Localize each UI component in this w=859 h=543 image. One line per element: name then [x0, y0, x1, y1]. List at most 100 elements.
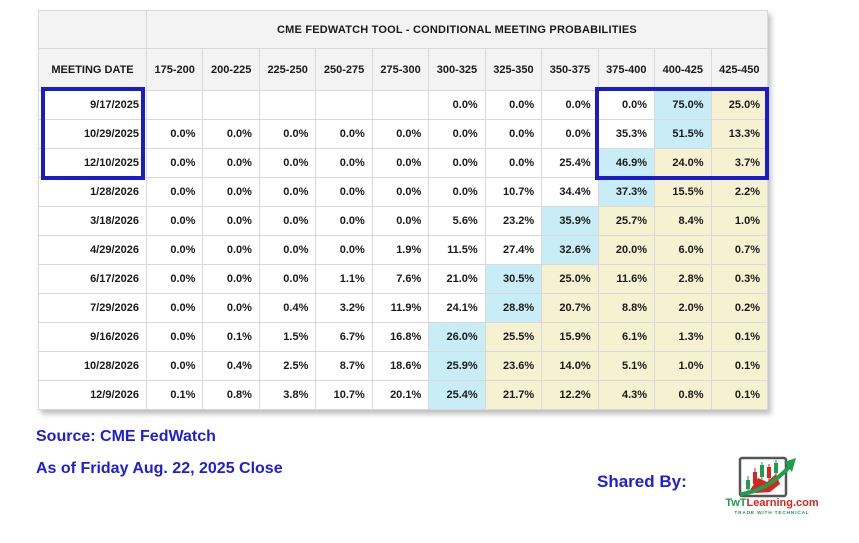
probability-cell: 4.3% — [597, 380, 656, 410]
table-row: 9/16/2026 0.0% 0.1% 1.5% 6.7% 16.8% 26.0% 25.5%… — [38, 322, 769, 352]
probability-cell: 0.0% — [258, 148, 317, 178]
probability-cell: 21.0% — [428, 264, 486, 294]
probability-cell: 0.7% — [710, 235, 769, 265]
probability-cell: 30.5% — [484, 264, 543, 294]
meeting-date-cell: 12/10/2025 — [38, 148, 147, 178]
probability-cell: 0.0% — [202, 206, 260, 236]
probability-cell: 23.6% — [484, 351, 543, 381]
as-of-date-text: As of Friday Aug. 22, 2025 Close — [36, 460, 283, 477]
probability-cell: 14.0% — [541, 351, 599, 381]
probability-cell: 25.0% — [710, 90, 769, 120]
probability-cell: 0.0% — [145, 322, 204, 352]
probability-cell: 0.0% — [371, 119, 430, 149]
probability-cell: 25.5% — [484, 322, 543, 352]
probability-cell — [145, 90, 204, 120]
rate-range-header: 175-200 — [145, 48, 204, 91]
probability-cell: 0.0% — [428, 148, 486, 178]
candlestick-chart-icon — [738, 456, 796, 498]
probability-cell: 20.0% — [597, 235, 656, 265]
probability-cell: 0.0% — [428, 119, 486, 149]
logo-tagline: TRADE WITH TECHNICAL — [734, 510, 810, 516]
probability-cell: 0.1% — [710, 380, 769, 410]
probability-cell: 24.0% — [654, 148, 712, 178]
probability-cell: 0.0% — [541, 119, 599, 149]
table-row: 12/9/2026 0.1% 0.8% 3.8% 10.7% 20.1% 25.4% 21.7… — [38, 380, 769, 410]
rate-range-header: 250-275 — [315, 48, 373, 91]
meeting-date-cell: 3/18/2026 — [38, 206, 147, 236]
probability-cell: 46.9% — [597, 148, 656, 178]
probability-cell: 0.0% — [484, 148, 543, 178]
meeting-date-cell: 10/29/2025 — [38, 119, 147, 149]
probability-cell: 0.0% — [145, 293, 204, 323]
probability-cell: 0.4% — [258, 293, 317, 323]
table-row: 9/17/2025 0.0% 0.0% 0.0% 0.0% 75.0% 25.0% — [38, 90, 769, 120]
twtlearning-logo: TwTLearning.com TRADE WITH TECHNICAL — [712, 450, 832, 530]
probability-cell: 26.0% — [428, 322, 486, 352]
banner-spacer-cell — [38, 10, 147, 49]
probability-cell: 0.3% — [710, 264, 769, 294]
conditional-probabilities-table: CME FEDWATCH TOOL - CONDITIONAL MEETING … — [38, 10, 769, 410]
rate-range-header: 375-400 — [597, 48, 656, 91]
table-row: 10/29/2025 0.0% 0.0% 0.0% 0.0% 0.0% 0.0% 0.0% 0.… — [38, 119, 769, 149]
meeting-date-cell: 9/16/2026 — [38, 322, 147, 352]
probability-cell: 25.9% — [428, 351, 486, 381]
probability-cell: 25.4% — [541, 148, 599, 178]
probability-cell: 0.1% — [145, 380, 204, 410]
probability-cell: 11.5% — [428, 235, 486, 265]
probability-cell: 0.0% — [315, 148, 373, 178]
probability-cell: 25.7% — [597, 206, 656, 236]
probability-cell: 24.1% — [428, 293, 486, 323]
rate-range-header: 425-450 — [710, 48, 769, 91]
probability-cell: 16.8% — [371, 322, 430, 352]
probability-cell — [202, 90, 260, 120]
probability-cell: 0.0% — [428, 90, 486, 120]
probability-cell: 3.2% — [315, 293, 373, 323]
rate-range-header: 400-425 — [654, 48, 712, 91]
table-row: 6/17/2026 0.0% 0.0% 0.0% 1.1% 7.6% 21.0% 30.5% 2… — [38, 264, 769, 294]
probability-cell: 12.2% — [541, 380, 599, 410]
probability-cell: 0.0% — [145, 206, 204, 236]
probability-cell: 35.3% — [597, 119, 656, 149]
probability-cell: 0.0% — [145, 264, 204, 294]
meeting-date-header: MEETING DATE — [38, 48, 147, 91]
probability-cell: 3.8% — [258, 380, 317, 410]
probability-cell: 8.4% — [654, 206, 712, 236]
probability-cell: 0.0% — [145, 148, 204, 178]
probability-cell: 0.0% — [202, 177, 260, 207]
probability-cell: 20.7% — [541, 293, 599, 323]
probability-cell: 0.0% — [315, 119, 373, 149]
probability-cell: 2.2% — [710, 177, 769, 207]
probability-cell: 7.6% — [371, 264, 430, 294]
probability-cell: 2.5% — [258, 351, 317, 381]
probability-cell: 0.0% — [484, 90, 543, 120]
meeting-date-cell: 9/17/2025 — [38, 90, 147, 120]
probability-cell: 11.6% — [597, 264, 656, 294]
logo-text-suffix: Learning.com — [746, 497, 819, 509]
probability-cell: 34.4% — [541, 177, 599, 207]
probability-cell: 0.8% — [654, 380, 712, 410]
probability-cell: 35.9% — [541, 206, 599, 236]
rate-range-header: 300-325 — [428, 48, 486, 91]
rate-range-header: 325-350 — [484, 48, 543, 91]
probability-cell: 1.0% — [654, 351, 712, 381]
probability-cell: 15.9% — [541, 322, 599, 352]
table-title: CME FEDWATCH TOOL - CONDITIONAL MEETING … — [146, 10, 768, 49]
probability-cell: 6.0% — [654, 235, 712, 265]
probability-cell — [315, 90, 373, 120]
rate-range-header: 350-375 — [541, 48, 599, 91]
probability-cell: 8.8% — [597, 293, 656, 323]
probability-cell: 0.4% — [202, 351, 260, 381]
probability-cell: 0.0% — [145, 177, 204, 207]
rate-range-header: 225-250 — [258, 48, 317, 91]
probability-cell: 0.0% — [315, 177, 373, 207]
probability-cell: 1.0% — [710, 206, 769, 236]
meeting-date-cell: 10/28/2026 — [38, 351, 147, 381]
probability-cell: 10.7% — [484, 177, 543, 207]
probability-cell: 32.6% — [541, 235, 599, 265]
probability-cell: 8.7% — [315, 351, 373, 381]
probability-cell: 0.0% — [597, 90, 656, 120]
probability-cell: 0.0% — [202, 235, 260, 265]
table-row: 12/10/2025 0.0% 0.0% 0.0% 0.0% 0.0% 0.0% 0.0% 25… — [38, 148, 769, 178]
probability-cell: 13.3% — [710, 119, 769, 149]
